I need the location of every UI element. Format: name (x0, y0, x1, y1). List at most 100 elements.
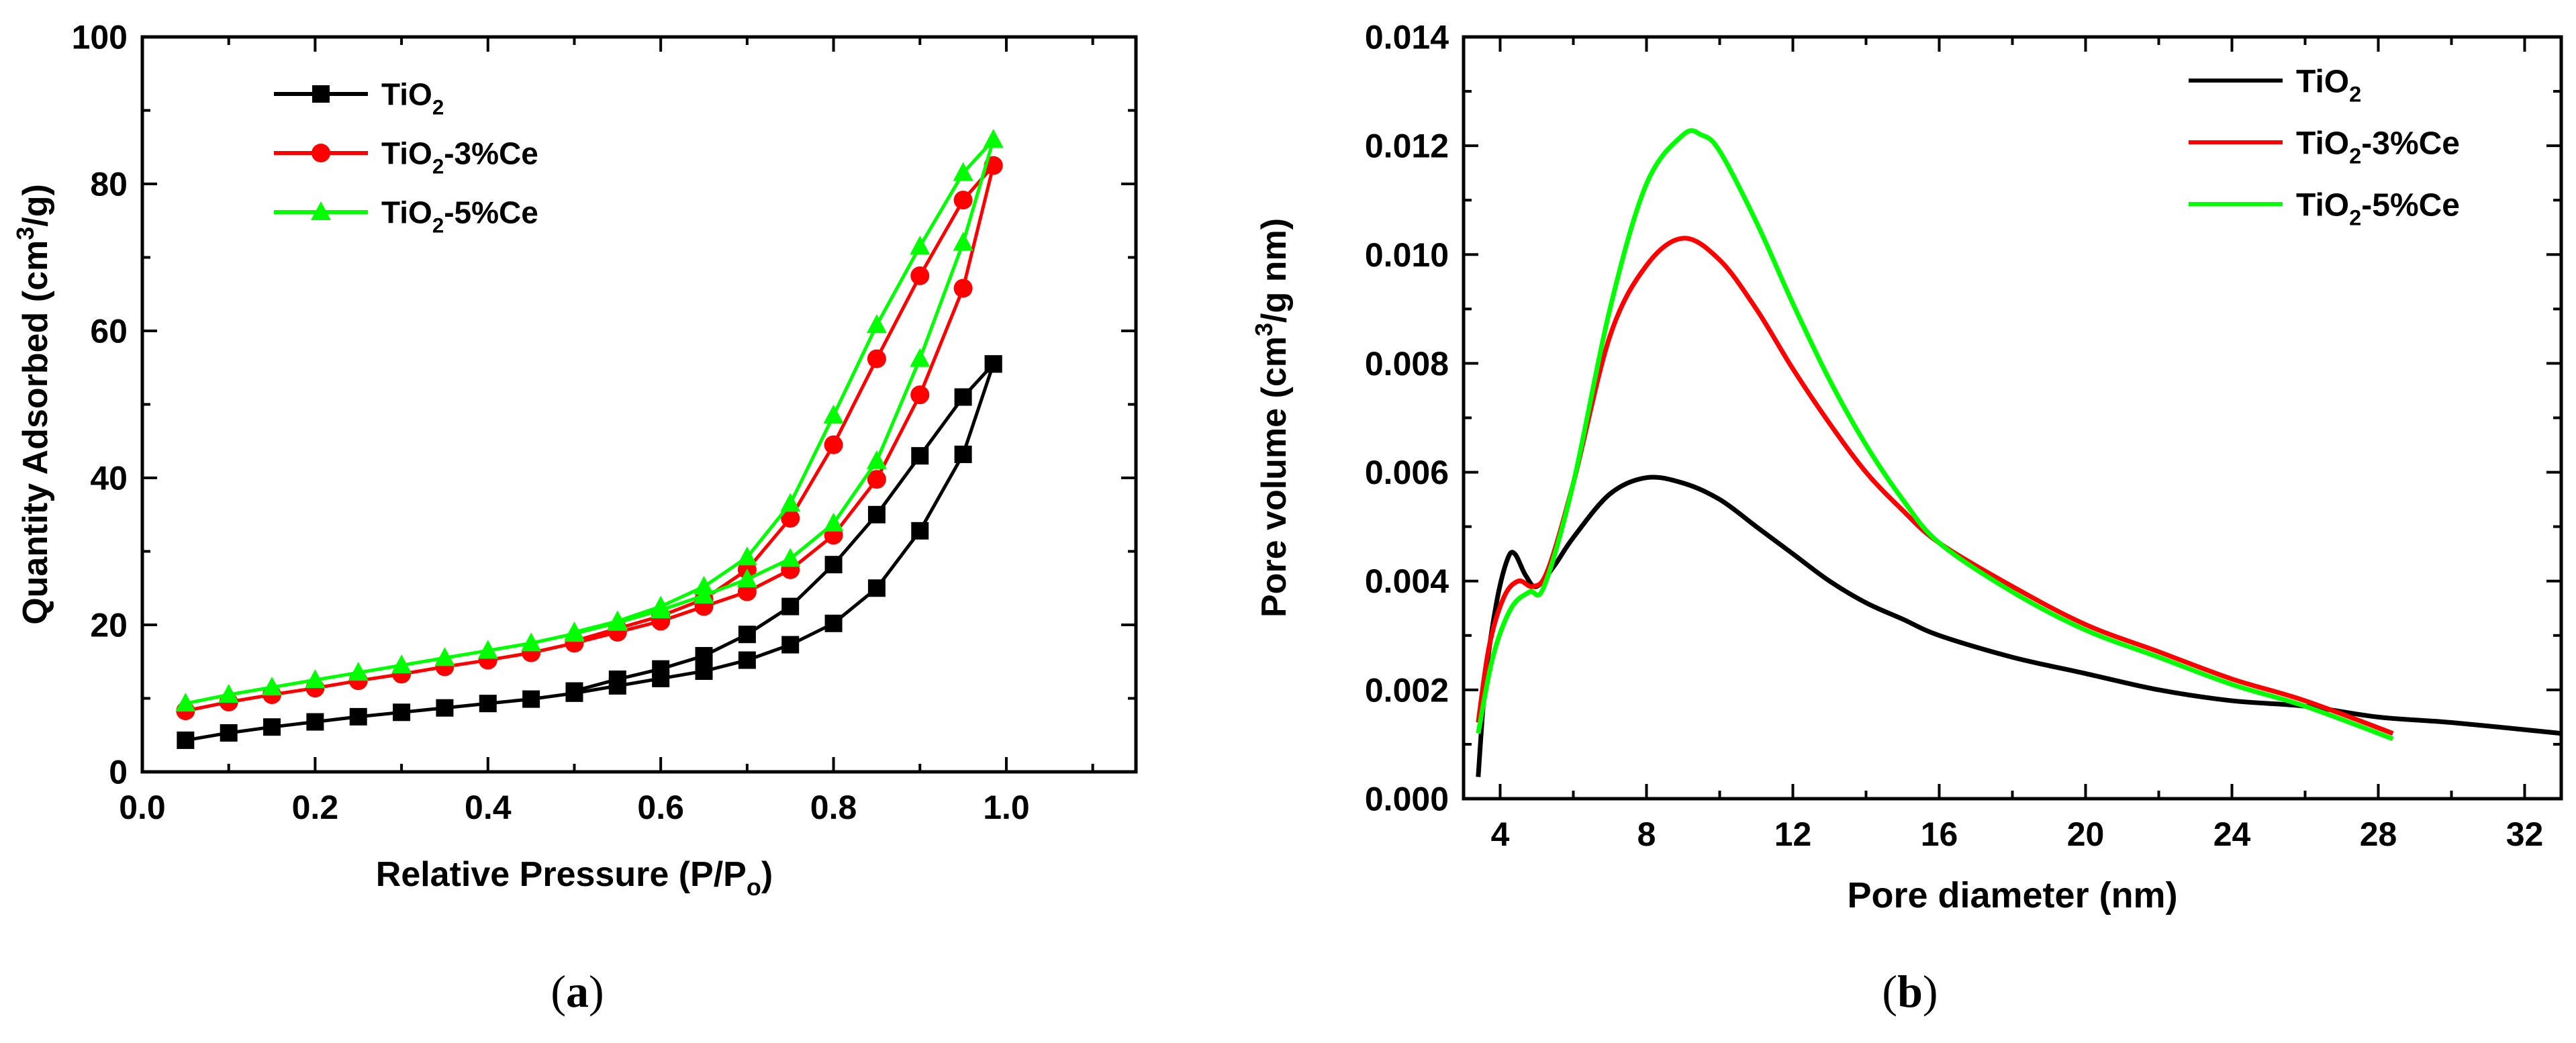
data-point (954, 445, 972, 463)
data-point (220, 724, 238, 742)
data-point (564, 621, 585, 640)
data-point (695, 646, 713, 664)
data-point (175, 693, 196, 712)
legend-label-main: TiO (2296, 64, 2349, 99)
y-tick-label: 0.000 (1365, 781, 1449, 818)
panel-b-chart: 4 8 12 16 20 24 28 320.0000.0020.0040.0060.0080… (1250, 19, 2563, 1017)
data-point (651, 595, 671, 615)
legend-label-rest: -5%Ce (444, 195, 538, 230)
data-point (824, 614, 843, 632)
data-point (348, 662, 369, 681)
data-point (391, 654, 412, 674)
data-point (910, 266, 930, 285)
legend-marker-1 (312, 144, 330, 162)
legend-label-main: TiO (2296, 187, 2349, 223)
data-point (910, 385, 930, 405)
data-point (911, 447, 929, 465)
data-point (521, 632, 542, 652)
x-tick-label: 0.2 (292, 789, 339, 826)
y-axis-label-end: /g) (16, 184, 55, 227)
data-point (781, 597, 800, 615)
legend-label-0: TiO2 (381, 77, 444, 119)
legend-label-rest: -3%Ce (2361, 126, 2460, 161)
legend-label-rest: -5%Ce (2361, 187, 2460, 223)
series-line-adsorption-0 (185, 363, 996, 742)
data-point (305, 669, 326, 689)
data-point (780, 493, 801, 512)
data-point (953, 232, 973, 251)
y-tick-label: 0.008 (1365, 345, 1449, 383)
y-axis-label-main: Quantity Adsorbed (cm (16, 240, 55, 625)
legend-label-main: TiO (381, 77, 432, 112)
data-point (477, 640, 498, 659)
data-point (434, 647, 455, 666)
y-axis-label-main: Pore volume (cm (1255, 336, 1294, 617)
data-point (522, 690, 540, 708)
series-line-desorption-2 (573, 138, 995, 634)
data-point (218, 684, 239, 703)
legend-label-2: TiO2-5%Ce (381, 195, 538, 238)
y-tick-label: 0 (109, 754, 128, 791)
data-point (823, 404, 844, 424)
data-point (910, 348, 931, 367)
caption-letter: b (1897, 966, 1923, 1017)
series-curve-1 (1476, 236, 2394, 736)
y-axis-label-sup: 3 (1250, 323, 1278, 336)
x-axis-label: Pore diameter (nm) (1847, 875, 2177, 915)
data-point (953, 191, 973, 210)
legend-label-sub: 2 (432, 154, 444, 178)
x-tick-label: 16 (1921, 815, 1958, 853)
caption-paren: ) (1923, 966, 1938, 1017)
x-axis-label-main: Relative Pressure (P/P (376, 855, 747, 894)
y-tick-label: 100 (72, 19, 128, 56)
data-point (608, 670, 626, 689)
data-point (263, 718, 281, 736)
data-point (983, 129, 1004, 148)
x-tick-label: 0.4 (465, 789, 512, 826)
legend-label-main: TiO (381, 195, 432, 230)
data-point (866, 314, 887, 334)
legend-marker-2 (311, 201, 331, 220)
y-tick-label: 40 (90, 460, 128, 497)
data-point (867, 470, 886, 489)
panel-caption-b: (b) (1882, 966, 1938, 1017)
legend-label-sub: 2 (2349, 205, 2361, 230)
data-point (177, 731, 195, 749)
data-point (781, 509, 800, 528)
legend-label-1: TiO2-3%Ce (381, 136, 538, 179)
y-tick-label: 0.010 (1365, 236, 1449, 274)
legend-label-2: TiO2-5%Ce (2296, 187, 2460, 230)
y-tick-label: 0.004 (1365, 562, 1449, 600)
series-curve-0 (1476, 475, 2562, 777)
y-axis-label: Quantity Adsorbed (cm3/g) (11, 184, 55, 625)
x-tick-label: 4 (1491, 815, 1510, 853)
x-axis-label-sub: o (747, 873, 761, 901)
data-point (652, 660, 670, 678)
data-point (607, 610, 628, 630)
data-point (738, 651, 756, 669)
y-tick-label: 60 (90, 313, 128, 350)
data-point (867, 579, 886, 597)
legend-label-sub: 2 (432, 95, 444, 119)
legend-label-0: TiO2 (2296, 64, 2361, 106)
data-point (349, 707, 367, 726)
data-point (565, 682, 583, 700)
data-point (738, 626, 756, 644)
data-point (911, 522, 929, 540)
data-point (953, 279, 973, 298)
caption-letter: a (566, 966, 589, 1017)
x-tick-label: 0.6 (637, 789, 684, 826)
data-point (736, 568, 757, 588)
series-line-adsorption-2 (185, 139, 996, 705)
panel-a-chart: 0.0 0.2 0.4 0.6 0.8 1.0020406080100TiO2TiO2-3… (11, 19, 1138, 1017)
data-point (694, 576, 714, 595)
data-point (910, 236, 931, 255)
legend-label-main: TiO (381, 136, 432, 171)
data-point (824, 435, 843, 454)
data-point (953, 162, 973, 181)
data-point (736, 546, 757, 566)
data-point (824, 556, 843, 574)
x-tick-label: 32 (2506, 815, 2544, 853)
x-tick-label: 20 (2067, 815, 2105, 853)
